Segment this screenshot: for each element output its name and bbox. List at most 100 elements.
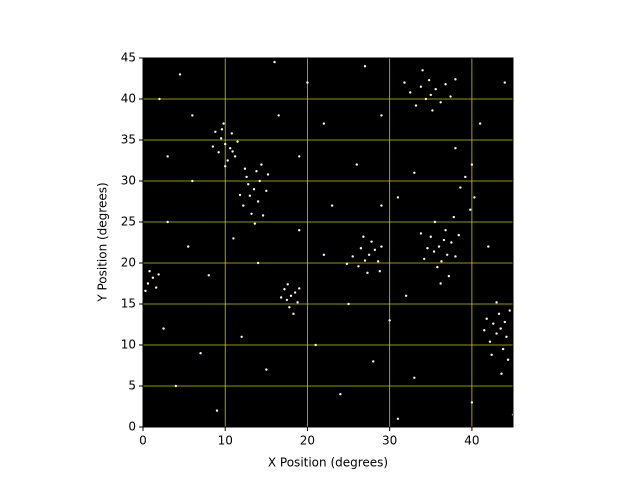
star-point: [495, 332, 498, 335]
y-tick-label: 35: [121, 133, 136, 147]
star-point: [233, 155, 237, 158]
star-point: [437, 245, 441, 248]
y-tick-label: 15: [121, 297, 136, 311]
star-point: [469, 208, 472, 211]
star-point: [446, 253, 449, 256]
star-point: [253, 222, 257, 225]
star-point: [256, 261, 260, 265]
star-point: [293, 291, 297, 294]
plot-background: [143, 58, 513, 427]
star-point: [432, 250, 436, 253]
star-point: [442, 238, 446, 242]
star-point: [283, 288, 286, 291]
star-point: [247, 183, 250, 186]
star-point: [426, 247, 429, 250]
star-point: [286, 283, 289, 286]
star-point: [292, 312, 295, 316]
star-point: [487, 245, 490, 248]
x-tick-label: 0: [139, 434, 147, 448]
star-point: [217, 151, 220, 154]
star-point: [339, 393, 342, 396]
star-point: [226, 159, 229, 162]
star-point: [367, 253, 371, 256]
star-point: [433, 220, 437, 224]
star-point: [220, 128, 224, 131]
star-point: [148, 270, 151, 273]
star-point: [255, 169, 258, 173]
star-point: [214, 130, 217, 133]
y-tick-label: 5: [128, 379, 136, 393]
star-point: [485, 317, 488, 320]
plot-frame: [142, 57, 514, 428]
star-point: [421, 69, 424, 72]
star-point: [265, 368, 268, 371]
star-point: [250, 212, 253, 215]
star-point: [413, 376, 416, 379]
star-point: [219, 137, 223, 140]
star-point: [424, 97, 428, 101]
star-point: [501, 347, 505, 351]
star-point: [222, 122, 225, 125]
star-point: [492, 322, 495, 325]
star-point: [414, 104, 418, 107]
star-point: [497, 312, 501, 316]
star-point: [191, 114, 194, 117]
star-point: [454, 78, 457, 81]
star-point: [376, 260, 380, 263]
star-point: [503, 81, 506, 84]
star-point: [362, 235, 365, 238]
star-point: [154, 286, 158, 289]
y-tick-label: 20: [121, 256, 136, 270]
star-point: [151, 276, 155, 279]
star-point: [224, 142, 227, 146]
star-point: [288, 306, 291, 309]
star-point: [373, 248, 377, 252]
star-point: [427, 78, 431, 82]
y-tick-label: 30: [121, 174, 136, 188]
x-axis-label: X Position (degrees): [268, 456, 388, 470]
star-point: [488, 340, 492, 343]
star-point: [357, 265, 360, 268]
star-point: [215, 409, 219, 412]
y-tick-label: 10: [121, 338, 136, 352]
star-point: [444, 229, 447, 232]
star-point: [429, 93, 432, 97]
star-point: [351, 255, 354, 258]
star-point: [330, 204, 334, 207]
star-point: [224, 165, 227, 168]
star-point: [178, 73, 182, 76]
star-point: [252, 188, 256, 191]
star-point: [144, 289, 147, 293]
star-point: [243, 167, 247, 170]
star-point: [258, 179, 261, 183]
x-tick-label: 10: [218, 434, 233, 448]
star-point: [260, 163, 263, 166]
star-point: [457, 233, 460, 237]
y-tick-label: 40: [121, 92, 136, 106]
star-point: [187, 245, 190, 248]
star-point: [396, 196, 400, 199]
star-point: [306, 81, 309, 84]
star-point: [366, 271, 369, 275]
star-point: [211, 145, 215, 148]
star-point: [347, 302, 350, 306]
star-point: [277, 114, 280, 117]
star-point: [240, 335, 243, 338]
star-point: [380, 245, 383, 248]
star-point: [232, 237, 235, 240]
star-point: [265, 189, 268, 193]
star-point: [285, 298, 289, 302]
star-point: [228, 147, 232, 150]
star-point: [508, 309, 511, 312]
star-point: [242, 204, 245, 207]
star-point: [207, 274, 210, 277]
star-point: [345, 262, 349, 266]
star-point: [166, 220, 169, 224]
star-point: [256, 200, 260, 203]
y-tick-label: 25: [121, 215, 136, 229]
star-point: [439, 101, 442, 104]
x-tick-label: 30: [382, 434, 397, 448]
star-point: [380, 204, 383, 207]
x-tick-label: 20: [300, 434, 315, 448]
